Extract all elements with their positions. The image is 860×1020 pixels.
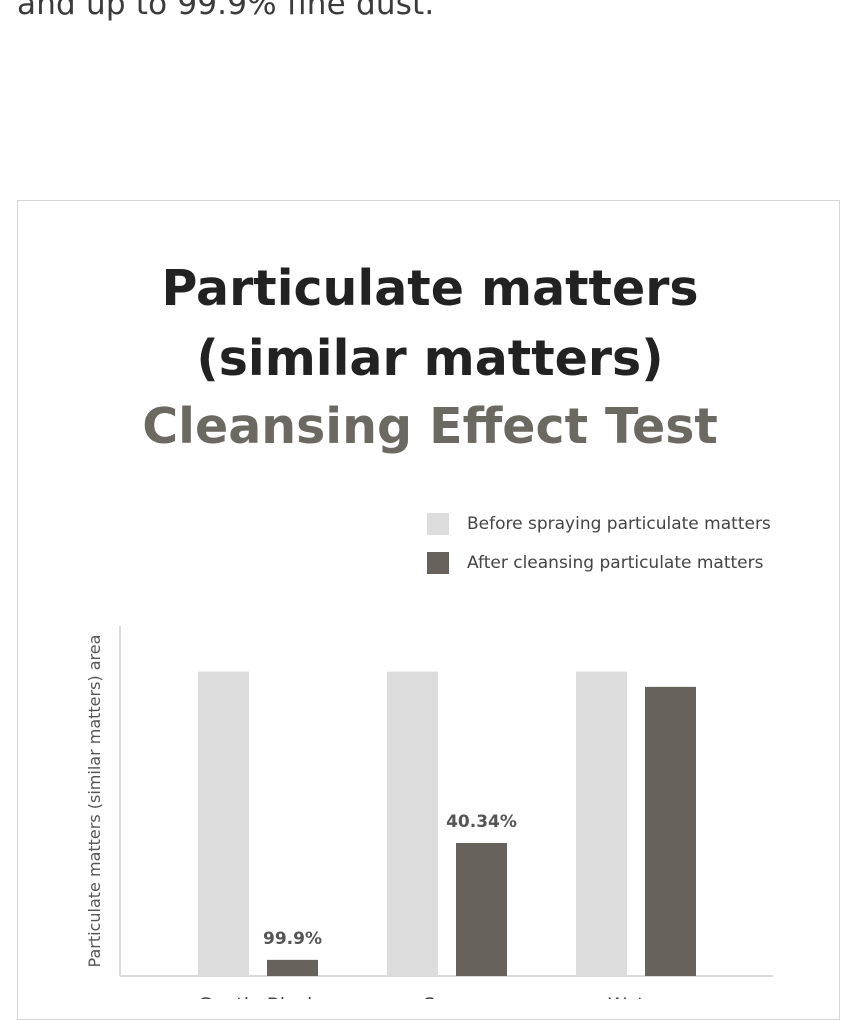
intro-text: and up to 99.9% fine dust. (17, 0, 435, 22)
x-tick-label-gentle-black: Gentle Black (198, 994, 318, 999)
chart-title-line1: Particulate matters (161, 260, 699, 317)
legend-swatch-after (427, 552, 449, 574)
x-tick-label-soap: Soap (423, 994, 470, 999)
bar-before-soap (387, 671, 438, 976)
chart-title-line2: (similar matters) (196, 330, 664, 387)
legend-item-before: Before spraying particulate matters (427, 512, 771, 536)
y-axis-label: Particulate matters (similar matters) ar… (85, 635, 104, 968)
legend-label-before: Before spraying particulate matters (467, 514, 771, 534)
bar-after-soap (456, 843, 507, 976)
bar-chart: Particulate matters (similar matters) ar… (85, 626, 773, 999)
chart-title-line3: Cleansing Effect Test (142, 398, 718, 455)
bar-before-water (576, 671, 627, 976)
data-label-gentle-black: 99.9% (263, 929, 322, 949)
legend-swatch-before (427, 513, 449, 535)
bar-before-gentle-black (198, 671, 249, 976)
legend-label-after: After cleansing particulate matters (467, 553, 764, 573)
bar-after-water (645, 686, 696, 976)
data-label-soap: 40.34% (446, 812, 517, 832)
legend-item-after: After cleansing particulate matters (427, 551, 764, 575)
bar-after-gentle-black (267, 959, 318, 976)
x-tick-label-water: Water (608, 994, 664, 999)
